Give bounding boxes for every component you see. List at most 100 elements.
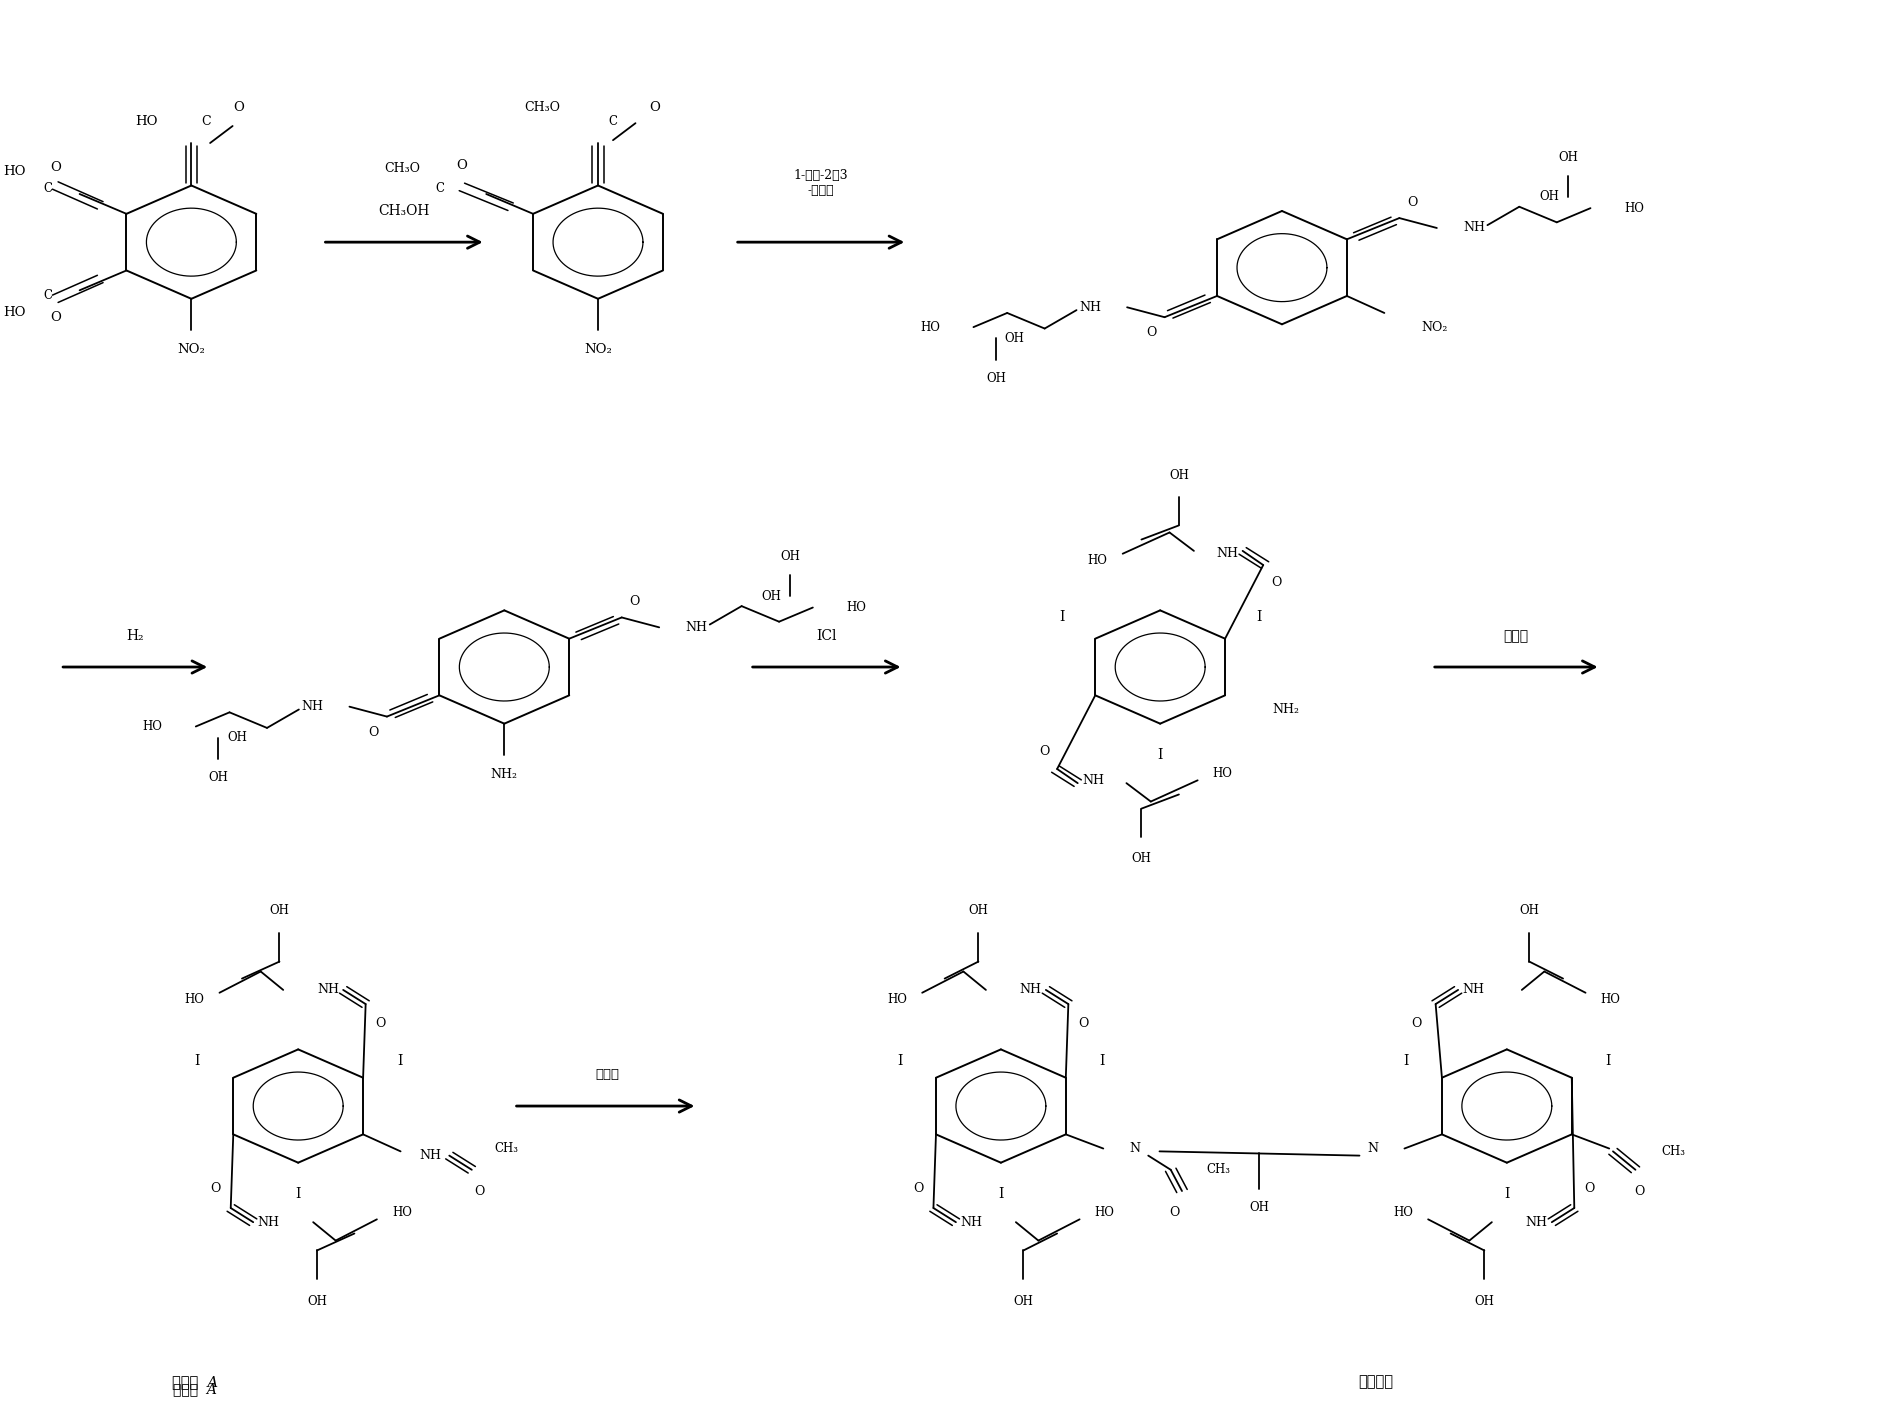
Text: O: O <box>233 101 243 114</box>
Text: OH: OH <box>307 1296 327 1308</box>
Text: 碘克沙醇: 碘克沙醇 <box>1357 1375 1393 1389</box>
Text: OH: OH <box>1474 1296 1494 1308</box>
Text: NH₂: NH₂ <box>1270 702 1299 717</box>
Text: O: O <box>211 1182 220 1195</box>
Text: O: O <box>1169 1206 1178 1219</box>
Text: NH₂: NH₂ <box>491 768 518 780</box>
Text: OH: OH <box>1250 1200 1268 1213</box>
Text: OH: OH <box>1519 904 1538 917</box>
Text: NH: NH <box>1462 221 1485 234</box>
Text: OH: OH <box>228 731 247 745</box>
Text: CH₃O: CH₃O <box>384 162 420 175</box>
Text: O: O <box>629 596 640 609</box>
Text: HO: HO <box>1212 766 1233 779</box>
Text: NH: NH <box>1462 983 1483 996</box>
Text: O: O <box>455 159 467 172</box>
Text: I: I <box>1255 610 1261 624</box>
Text: NH: NH <box>316 983 339 996</box>
Text: O: O <box>1406 196 1417 209</box>
Text: I: I <box>896 1054 901 1067</box>
Text: HO: HO <box>143 719 162 734</box>
Text: NH: NH <box>1082 773 1103 786</box>
Text: NO₂: NO₂ <box>1421 321 1447 333</box>
Text: OH: OH <box>1556 150 1577 163</box>
Text: OH: OH <box>760 590 781 603</box>
Text: HO: HO <box>2 307 24 319</box>
Text: I: I <box>1099 1054 1105 1067</box>
Text: I: I <box>397 1054 403 1067</box>
Text: 表氪醇: 表氪醇 <box>595 1069 619 1081</box>
Text: O: O <box>1078 1017 1088 1030</box>
Text: C: C <box>43 289 53 302</box>
Text: NH: NH <box>1216 548 1238 561</box>
Text: OH: OH <box>1013 1296 1033 1308</box>
Text: CH₃O: CH₃O <box>525 101 561 114</box>
Text: O: O <box>474 1185 484 1198</box>
Text: O: O <box>49 311 60 324</box>
Text: NO₂: NO₂ <box>177 343 205 356</box>
Text: I: I <box>1605 1054 1609 1067</box>
Text: HO: HO <box>1088 555 1107 568</box>
Text: NH: NH <box>685 622 708 634</box>
Text: N: N <box>1129 1142 1140 1155</box>
Text: N: N <box>1366 1142 1378 1155</box>
Text: I: I <box>997 1186 1003 1200</box>
Text: ICl: ICl <box>817 629 836 643</box>
Text: I: I <box>1157 748 1163 762</box>
Text: OH: OH <box>1131 851 1150 864</box>
Text: I: I <box>295 1186 301 1200</box>
Text: O: O <box>1146 326 1156 339</box>
Text: NH: NH <box>301 700 324 714</box>
Text: HO: HO <box>1600 993 1620 1006</box>
Text: CH₃: CH₃ <box>1206 1164 1229 1176</box>
Text: OH: OH <box>1005 332 1024 345</box>
Text: HO: HO <box>1624 201 1643 214</box>
Text: HO: HO <box>136 115 158 128</box>
Text: CH₃: CH₃ <box>1660 1145 1684 1158</box>
Text: NH: NH <box>258 1216 279 1229</box>
Text: NH: NH <box>1078 301 1101 314</box>
Text: NH: NH <box>420 1149 440 1162</box>
Text: O: O <box>49 160 60 173</box>
Text: I: I <box>1058 610 1063 624</box>
Text: O: O <box>1583 1182 1594 1195</box>
Text: HO: HO <box>920 321 939 333</box>
Text: OH: OH <box>269 904 290 917</box>
Text: O: O <box>1412 1017 1421 1030</box>
Text: OH: OH <box>209 771 228 783</box>
Text: I: I <box>1504 1186 1509 1200</box>
Text: O: O <box>375 1017 386 1030</box>
Text: HO: HO <box>2 165 24 177</box>
Text: C: C <box>608 115 617 128</box>
Text: 化合物  A: 化合物 A <box>173 1382 216 1396</box>
Text: I: I <box>194 1054 199 1067</box>
Text: OH: OH <box>779 551 800 563</box>
Text: HO: HO <box>184 993 205 1006</box>
Text: O: O <box>913 1182 924 1195</box>
Text: OH: OH <box>967 904 988 917</box>
Text: I: I <box>1402 1054 1408 1067</box>
Text: C: C <box>201 115 211 128</box>
Text: O: O <box>369 725 378 739</box>
Text: CH₃OH: CH₃OH <box>378 204 429 219</box>
Text: C: C <box>43 182 53 194</box>
Text: OH: OH <box>986 372 1005 385</box>
Text: NH: NH <box>960 1216 982 1229</box>
Text: NH: NH <box>1018 983 1041 996</box>
Text: O: O <box>1634 1185 1643 1198</box>
Text: 1-氪基-2，3
-丙二醇: 1-氪基-2，3 -丙二醇 <box>794 169 849 197</box>
Text: HO: HO <box>886 993 907 1006</box>
Text: O: O <box>1270 576 1282 589</box>
Text: HO: HO <box>1393 1206 1412 1219</box>
Text: NH: NH <box>1524 1216 1547 1229</box>
Text: O: O <box>1039 745 1048 759</box>
Text: NO₂: NO₂ <box>583 343 612 356</box>
Text: HO: HO <box>847 602 866 614</box>
Text: H₂: H₂ <box>126 629 143 643</box>
Text: CH₃: CH₃ <box>493 1142 518 1155</box>
Text: OH: OH <box>1169 470 1188 482</box>
Text: O: O <box>649 101 659 114</box>
Text: HO: HO <box>1093 1206 1114 1219</box>
Text: 化合物  A: 化合物 A <box>171 1375 218 1389</box>
Text: 乙酸酬: 乙酸酬 <box>1504 629 1528 643</box>
